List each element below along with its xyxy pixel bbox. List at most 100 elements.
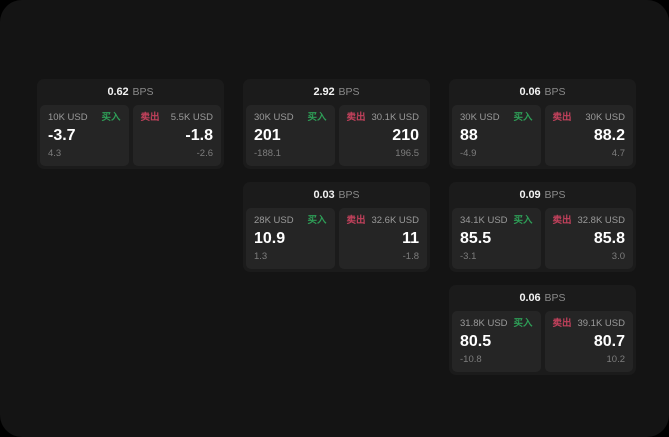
card-bps-header: 0.62 BPS <box>37 79 224 105</box>
buy-price: 201 <box>254 127 281 144</box>
sell-price: 85.8 <box>593 230 625 247</box>
sell-label[interactable]: 卖出 <box>552 112 572 123</box>
buy-panel-header: 28K USD 买入 <box>254 215 327 227</box>
buy-delta: -4.9 <box>460 148 477 159</box>
quote-card[interactable]: 0.62 BPS 10K USD 买入 -3.7 4.3 卖出 5.5K USD -1.8 -2.… <box>37 79 224 169</box>
card-body: 30K USD 买入 88 -4.9 卖出 30K USD 88.2 4.7 <box>449 105 636 169</box>
sell-delta: 10.2 <box>606 354 626 365</box>
buy-label[interactable]: 买入 <box>101 112 121 123</box>
buy-side-panel[interactable]: 30K USD 买入 88 -4.9 <box>452 105 541 166</box>
bps-value: 0.03 <box>313 188 335 201</box>
sell-label[interactable]: 卖出 <box>552 215 572 226</box>
bps-unit-label: BPS <box>544 85 566 98</box>
buy-notional: 10K USD <box>48 112 88 123</box>
bps-unit-label: BPS <box>338 85 360 98</box>
sell-notional: 30K USD <box>585 112 625 123</box>
quote-column: 2.92 BPS 30K USD 买入 201 -188.1 卖出 30.1K USD 210 1… <box>243 79 430 272</box>
sell-price: -1.8 <box>185 127 213 144</box>
sell-label[interactable]: 卖出 <box>346 112 366 123</box>
buy-panel-header: 30K USD 买入 <box>460 112 533 124</box>
buy-label[interactable]: 买入 <box>307 112 327 123</box>
quote-card[interactable]: 0.06 BPS 31.8K USD 买入 80.5 -10.8 卖出 39.1K USD 80… <box>449 285 636 375</box>
sell-panel-header: 卖出 32.6K USD <box>347 215 420 227</box>
buy-notional: 28K USD <box>254 215 294 226</box>
buy-price: 10.9 <box>254 230 286 247</box>
sell-side-panel[interactable]: 卖出 32.6K USD 11 -1.8 <box>338 208 427 269</box>
bps-unit-label: BPS <box>544 188 566 201</box>
bps-unit-label: BPS <box>544 291 566 304</box>
buy-side-panel[interactable]: 28K USD 买入 10.9 1.3 <box>246 208 335 269</box>
bps-value: 2.92 <box>313 85 335 98</box>
buy-label[interactable]: 买入 <box>513 112 533 123</box>
sell-notional: 32.6K USD <box>371 215 419 226</box>
sell-price: 88.2 <box>593 127 625 144</box>
bps-value: 0.06 <box>519 85 541 98</box>
buy-notional: 34.1K USD <box>460 215 508 226</box>
card-bps-header: 0.03 BPS <box>243 182 430 208</box>
buy-delta: 4.3 <box>48 148 62 159</box>
buy-notional: 31.8K USD <box>460 318 508 329</box>
card-body: 10K USD 买入 -3.7 4.3 卖出 5.5K USD -1.8 -2.6 <box>37 105 224 169</box>
buy-panel-header: 34.1K USD 买入 <box>460 215 533 227</box>
card-body: 34.1K USD 买入 85.5 -3.1 卖出 32.8K USD 85.8 3.0 <box>449 208 636 272</box>
buy-side-panel[interactable]: 30K USD 买入 201 -188.1 <box>246 105 335 166</box>
quote-card[interactable]: 2.92 BPS 30K USD 买入 201 -188.1 卖出 30.1K USD 210 1… <box>243 79 430 169</box>
sell-delta: 4.7 <box>611 148 625 159</box>
card-bps-header: 0.06 BPS <box>449 79 636 105</box>
sell-delta: 3.0 <box>611 251 625 262</box>
quote-card[interactable]: 0.09 BPS 34.1K USD 买入 85.5 -3.1 卖出 32.8K USD 85.… <box>449 182 636 272</box>
buy-panel-header: 31.8K USD 买入 <box>460 318 533 330</box>
sell-notional: 39.1K USD <box>577 318 625 329</box>
quote-card[interactable]: 0.06 BPS 30K USD 买入 88 -4.9 卖出 30K USD 88.2 4.7 <box>449 79 636 169</box>
sell-side-panel[interactable]: 卖出 30K USD 88.2 4.7 <box>544 105 633 166</box>
sell-side-panel[interactable]: 卖出 39.1K USD 80.7 10.2 <box>544 311 633 372</box>
buy-price: 80.5 <box>460 333 492 350</box>
buy-delta: -3.1 <box>460 251 477 262</box>
buy-panel-header: 10K USD 买入 <box>48 112 121 124</box>
sell-label[interactable]: 卖出 <box>346 215 366 226</box>
buy-label[interactable]: 买入 <box>307 215 327 226</box>
bps-unit-label: BPS <box>132 85 154 98</box>
sell-notional: 5.5K USD <box>170 112 213 123</box>
sell-panel-header: 卖出 30K USD <box>553 112 626 124</box>
sell-notional: 32.8K USD <box>577 215 625 226</box>
sell-side-panel[interactable]: 卖出 5.5K USD -1.8 -2.6 <box>132 105 221 166</box>
card-body: 30K USD 买入 201 -188.1 卖出 30.1K USD 210 196.5 <box>243 105 430 169</box>
sell-label[interactable]: 卖出 <box>140 112 160 123</box>
buy-delta: -188.1 <box>254 148 281 159</box>
buy-side-panel[interactable]: 10K USD 买入 -3.7 4.3 <box>40 105 129 166</box>
buy-notional: 30K USD <box>460 112 500 123</box>
bps-value: 0.09 <box>519 188 541 201</box>
sell-price: 11 <box>402 230 419 247</box>
sell-panel-header: 卖出 39.1K USD <box>553 318 626 330</box>
sell-notional: 30.1K USD <box>371 112 419 123</box>
sell-price: 80.7 <box>593 333 625 350</box>
buy-price: -3.7 <box>48 127 76 144</box>
sell-side-panel[interactable]: 卖出 30.1K USD 210 196.5 <box>338 105 427 166</box>
bps-value: 0.62 <box>107 85 129 98</box>
buy-panel-header: 30K USD 买入 <box>254 112 327 124</box>
sell-panel-header: 卖出 30.1K USD <box>347 112 420 124</box>
bps-unit-label: BPS <box>338 188 360 201</box>
card-bps-header: 0.09 BPS <box>449 182 636 208</box>
buy-price: 88 <box>460 127 478 144</box>
sell-label[interactable]: 卖出 <box>552 318 572 329</box>
sell-panel-header: 卖出 32.8K USD <box>553 215 626 227</box>
sell-side-panel[interactable]: 卖出 32.8K USD 85.8 3.0 <box>544 208 633 269</box>
bps-value: 0.06 <box>519 291 541 304</box>
card-bps-header: 2.92 BPS <box>243 79 430 105</box>
quote-column: 0.62 BPS 10K USD 买入 -3.7 4.3 卖出 5.5K USD -1.8 -2.… <box>37 79 224 169</box>
sell-price: 210 <box>392 127 419 144</box>
buy-side-panel[interactable]: 34.1K USD 买入 85.5 -3.1 <box>452 208 541 269</box>
buy-label[interactable]: 买入 <box>513 318 533 329</box>
sell-delta: -1.8 <box>402 251 419 262</box>
buy-label[interactable]: 买入 <box>513 215 533 226</box>
quote-card[interactable]: 0.03 BPS 28K USD 买入 10.9 1.3 卖出 32.6K USD 11 -1.8 <box>243 182 430 272</box>
buy-price: 85.5 <box>460 230 492 247</box>
card-bps-header: 0.06 BPS <box>449 285 636 311</box>
buy-side-panel[interactable]: 31.8K USD 买入 80.5 -10.8 <box>452 311 541 372</box>
buy-delta: -10.8 <box>460 354 482 365</box>
buy-notional: 30K USD <box>254 112 294 123</box>
card-body: 28K USD 买入 10.9 1.3 卖出 32.6K USD 11 -1.8 <box>243 208 430 272</box>
